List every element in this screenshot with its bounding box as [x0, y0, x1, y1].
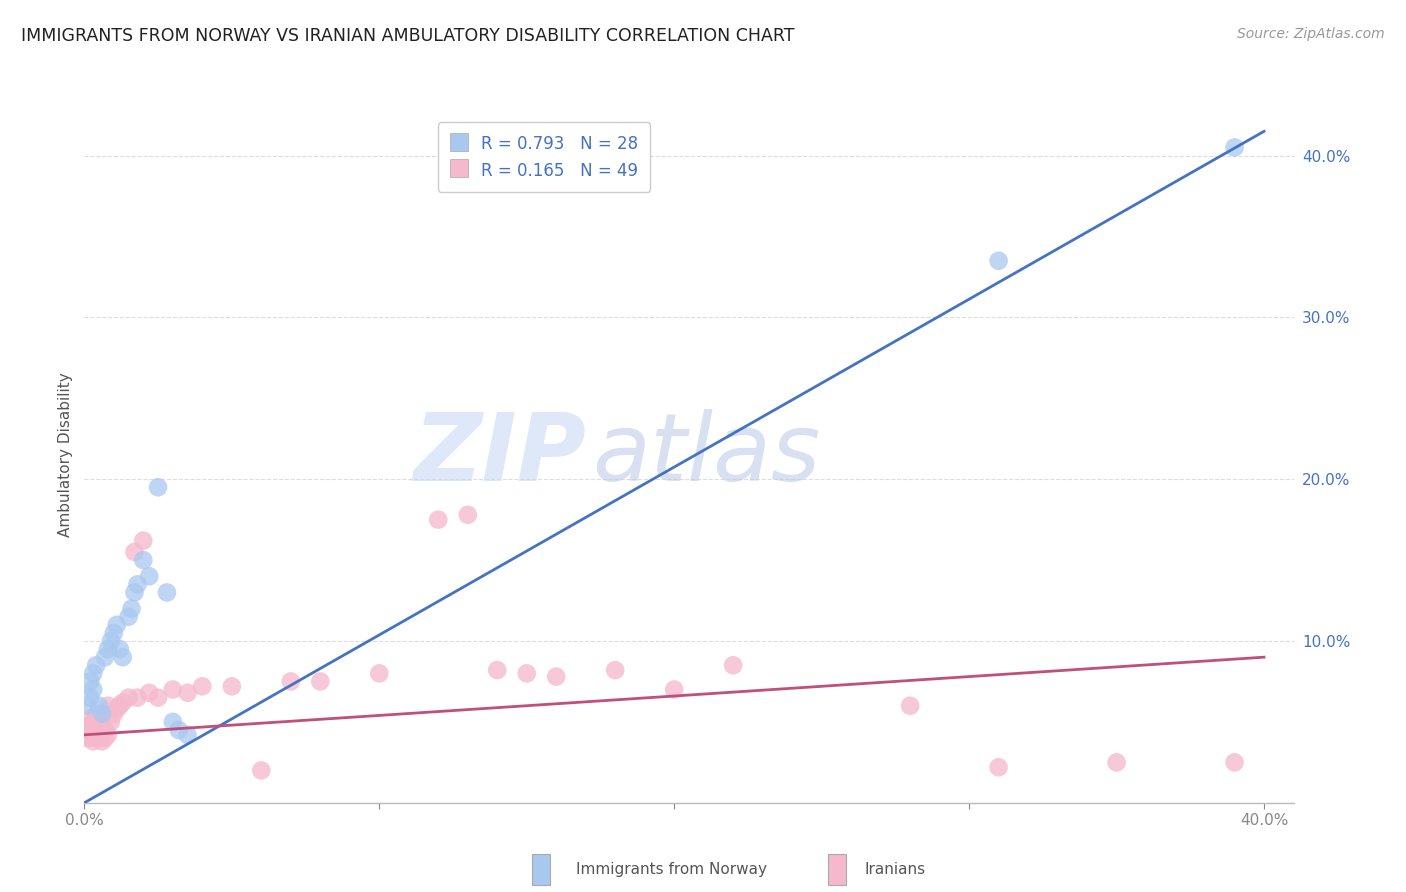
- Point: [91, 706, 114, 721]
- Text: atlas: atlas: [592, 409, 821, 500]
- Point: [87, 698, 110, 713]
- Point: [117, 690, 139, 705]
- Point: [103, 626, 125, 640]
- Point: [486, 663, 509, 677]
- Point: [1223, 756, 1246, 770]
- Point: [457, 508, 479, 522]
- Point: [132, 553, 155, 567]
- Point: [138, 686, 160, 700]
- Point: [146, 480, 169, 494]
- Point: [721, 658, 744, 673]
- Point: [167, 723, 190, 737]
- Point: [124, 545, 146, 559]
- Point: [103, 706, 125, 721]
- Point: [91, 712, 114, 726]
- Point: [605, 663, 627, 677]
- Point: [280, 674, 302, 689]
- Point: [76, 731, 98, 745]
- Point: [97, 728, 120, 742]
- Point: [124, 585, 146, 599]
- Point: [664, 682, 686, 697]
- Point: [108, 642, 131, 657]
- Point: [82, 734, 104, 748]
- Point: [162, 714, 184, 729]
- Point: [368, 666, 391, 681]
- Point: [79, 674, 101, 689]
- Point: [309, 674, 332, 689]
- Point: [94, 731, 117, 745]
- Point: [1105, 756, 1128, 770]
- Point: [221, 679, 243, 693]
- Point: [105, 702, 128, 716]
- Point: [111, 650, 134, 665]
- Point: [97, 642, 120, 657]
- Point: [82, 714, 104, 729]
- Point: [121, 601, 143, 615]
- Point: [987, 760, 1010, 774]
- Point: [79, 712, 101, 726]
- Point: [100, 634, 122, 648]
- Point: [176, 686, 198, 700]
- Point: [108, 698, 131, 713]
- Point: [105, 617, 128, 632]
- Point: [516, 666, 538, 681]
- Point: [79, 718, 101, 732]
- Text: Source: ZipAtlas.com: Source: ZipAtlas.com: [1237, 27, 1385, 41]
- Point: [82, 726, 104, 740]
- Point: [250, 764, 273, 778]
- Point: [84, 731, 107, 745]
- Point: [84, 658, 107, 673]
- Point: [100, 714, 122, 729]
- Point: [146, 690, 169, 705]
- Point: [87, 718, 110, 732]
- Legend: R = 0.793   N = 28, R = 0.165   N = 49: R = 0.793 N = 28, R = 0.165 N = 49: [437, 122, 650, 192]
- Point: [191, 679, 214, 693]
- Point: [427, 513, 450, 527]
- Point: [79, 728, 101, 742]
- Point: [1223, 140, 1246, 154]
- Point: [84, 706, 107, 721]
- Point: [87, 731, 110, 745]
- Point: [898, 698, 921, 713]
- Point: [162, 682, 184, 697]
- Point: [76, 698, 98, 713]
- Point: [138, 569, 160, 583]
- Point: [127, 577, 149, 591]
- Point: [987, 253, 1010, 268]
- Point: [111, 696, 134, 710]
- Text: Immigrants from Norway: Immigrants from Norway: [576, 863, 768, 877]
- Point: [132, 533, 155, 548]
- Point: [82, 682, 104, 697]
- Y-axis label: Ambulatory Disability: Ambulatory Disability: [58, 373, 73, 537]
- Point: [127, 690, 149, 705]
- Point: [117, 609, 139, 624]
- Point: [176, 728, 198, 742]
- Point: [94, 650, 117, 665]
- Point: [97, 698, 120, 713]
- Point: [546, 670, 568, 684]
- Point: [82, 666, 104, 681]
- Point: [91, 734, 114, 748]
- Point: [79, 690, 101, 705]
- Text: Iranians: Iranians: [865, 863, 925, 877]
- Point: [94, 723, 117, 737]
- Text: IMMIGRANTS FROM NORWAY VS IRANIAN AMBULATORY DISABILITY CORRELATION CHART: IMMIGRANTS FROM NORWAY VS IRANIAN AMBULA…: [21, 27, 794, 45]
- Point: [76, 723, 98, 737]
- Text: ZIP: ZIP: [413, 409, 586, 501]
- Point: [156, 585, 179, 599]
